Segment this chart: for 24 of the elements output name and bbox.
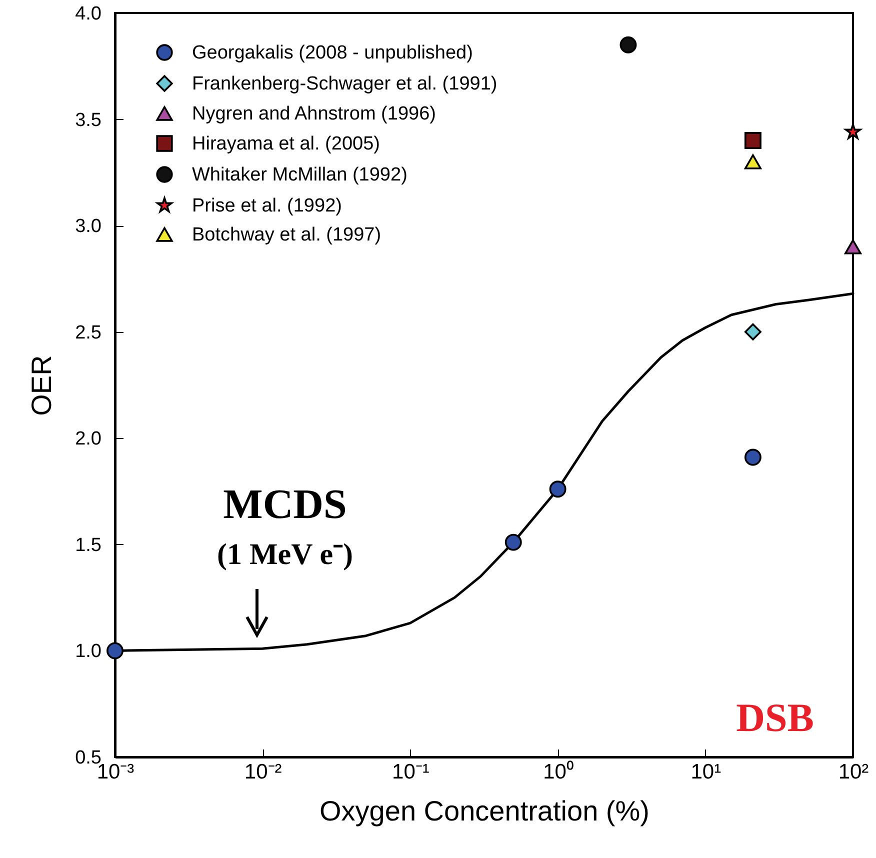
y-tick-label: 4.0 (75, 4, 102, 24)
annotation: (1 MeV e⁻) (216, 538, 354, 571)
x-tick-label: 10² (838, 760, 869, 784)
legend-label: Whitaker McMillan (1992) (192, 164, 408, 186)
y-tick-label: 3.0 (75, 216, 102, 238)
y-axis-title: OER (26, 355, 58, 416)
y-tick-label: 3.5 (75, 110, 102, 131)
x-tick-label: 10¹ (690, 760, 722, 784)
y-tick-label: 2.5 (75, 322, 102, 344)
y-tick-label: 2.0 (75, 428, 102, 450)
x-tick-label: 10⁰ (543, 760, 574, 784)
annotation: MCDS (223, 482, 347, 528)
annotation: DSB (736, 695, 814, 740)
legend-label: Hirayama et al. (2005) (192, 134, 380, 154)
x-tick-label: 10⁻¹ (392, 760, 430, 784)
legend-label: Nygren and Ahnstrom (1996) (192, 104, 436, 124)
legend-label: Georgakalis (2008 - unpublished) (192, 42, 473, 64)
x-tick-label: 10⁻² (244, 760, 282, 784)
y-tick-label: 1.5 (75, 534, 102, 556)
legend-label: Botchway et al. (1997) (192, 224, 382, 246)
legend-label: Prise et al. (1992) (192, 196, 342, 216)
x-axis-title: Oxygen Concentration (%) (320, 796, 650, 826)
y-tick-label: 1.0 (75, 641, 102, 662)
legend-label: Frankenberg-Schwager et al. (1991) (192, 74, 498, 94)
